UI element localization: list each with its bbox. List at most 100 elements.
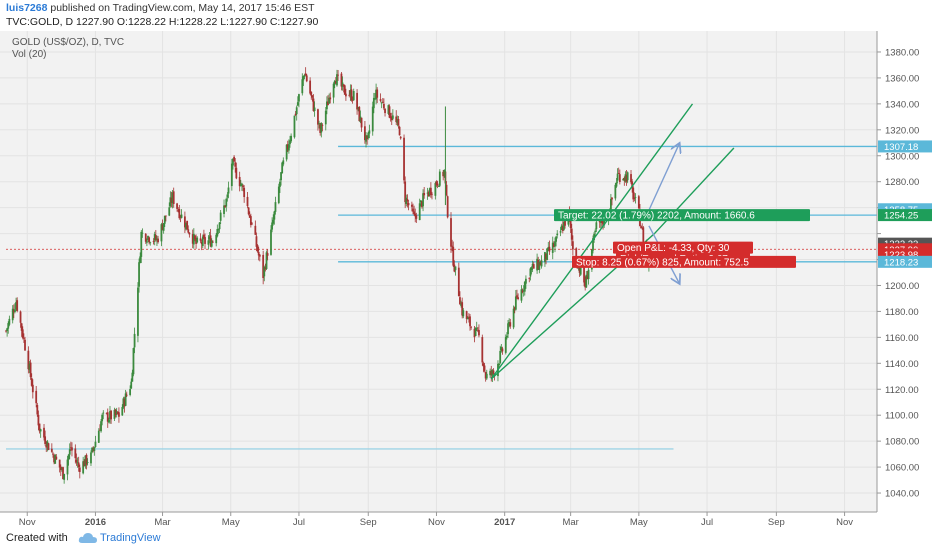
- candle-body: [114, 409, 117, 415]
- candle-body: [183, 216, 186, 228]
- candle-body: [421, 201, 423, 207]
- y-tick-label: 1100.00: [885, 411, 919, 422]
- candle-body: [168, 207, 171, 216]
- candle-body: [476, 329, 479, 331]
- candle-body: [263, 266, 266, 277]
- candle-body: [446, 196, 449, 218]
- target-label-text: Target: 22.02 (1.79%) 2202, Amount: 1660…: [558, 211, 755, 222]
- candle-body: [35, 390, 38, 404]
- candle-body: [129, 389, 132, 395]
- y-tick-label: 1160.00: [885, 333, 919, 344]
- footer: Created with TradingView: [0, 527, 932, 550]
- candle-body: [559, 231, 562, 233]
- candle-body: [246, 196, 249, 207]
- author-link[interactable]: luis7268: [6, 2, 48, 14]
- candle-body: [201, 236, 204, 247]
- candle-body: [351, 99, 354, 101]
- candle-body: [93, 447, 96, 451]
- time-axis[interactable]: Nov 2016 Mar May Jul Sep Nov 2017 Mar May Jul Sep No…: [19, 512, 853, 527]
- y-tick-label: 1200.00: [885, 281, 919, 292]
- candle-body: [391, 115, 394, 119]
- candle-body: [180, 214, 183, 218]
- candle-body: [208, 236, 211, 240]
- candle-body: [396, 120, 399, 123]
- x-tick-label: Nov: [836, 517, 853, 527]
- candle-body: [43, 427, 45, 438]
- candle-body: [348, 94, 351, 96]
- candle-body: [513, 307, 516, 310]
- candle-body: [152, 241, 155, 242]
- candle-body: [616, 173, 619, 181]
- candle-body: [431, 193, 433, 195]
- candle-body: [498, 363, 500, 366]
- y-tick-label: 1340.00: [885, 99, 919, 110]
- y-tick-label: 1120.00: [885, 385, 919, 396]
- candle-body: [569, 220, 572, 228]
- candle-body: [68, 449, 71, 455]
- candle-body: [163, 215, 166, 224]
- price-label-text: 1307.18: [884, 142, 918, 153]
- candle-body: [529, 268, 532, 277]
- candle-body: [376, 89, 379, 98]
- candle-body: [360, 117, 363, 128]
- price-axis[interactable]: 1040.00 1060.00 1080.00 1100.00 1120.00 1140.…: [877, 47, 919, 500]
- candle-body: [319, 124, 322, 133]
- publish-line: luis7268 published on TradingView.com, M…: [6, 2, 315, 15]
- x-tick-label: Mar: [562, 517, 578, 527]
- candle-body: [304, 73, 307, 76]
- tradingview-cloud-icon: [78, 533, 97, 543]
- candle-body: [153, 234, 156, 241]
- candle-body: [100, 421, 102, 432]
- candle-body: [539, 262, 542, 266]
- candle-body: [37, 414, 40, 426]
- candle-body: [21, 329, 24, 338]
- candle-body: [489, 370, 492, 376]
- candle-body: [53, 455, 55, 463]
- candle-body: [154, 235, 157, 241]
- candle-body: [302, 76, 305, 81]
- candle-body: [115, 411, 118, 415]
- candle-body: [442, 171, 445, 177]
- candle-body: [633, 197, 636, 200]
- candle-body: [452, 246, 455, 266]
- candle-body: [204, 237, 206, 244]
- target-label: Target: 22.02 (1.79%) 2202, Amount: 1660…: [554, 209, 810, 222]
- candle-body: [211, 241, 214, 243]
- price-label-text: 1223.98: [884, 250, 918, 261]
- candle-body: [435, 181, 438, 186]
- candle-body: [414, 213, 417, 217]
- candle-body: [509, 322, 512, 327]
- candle-body: [587, 269, 590, 280]
- candle-body: [19, 311, 22, 323]
- candle-body: [138, 262, 140, 287]
- candle-body: [50, 448, 53, 452]
- candle-body: [615, 182, 618, 187]
- candle-body: [106, 412, 109, 422]
- candle-body: [333, 80, 336, 85]
- candle-body: [492, 370, 495, 374]
- candle-body: [623, 177, 626, 180]
- tradingview-brand[interactable]: TradingView: [100, 532, 161, 544]
- candle-body: [271, 222, 274, 230]
- candle-body: [484, 372, 487, 379]
- y-tick-label: 1040.00: [885, 489, 919, 500]
- candle-body: [584, 281, 587, 288]
- candle-body: [517, 297, 519, 300]
- candle-body: [272, 219, 275, 224]
- candle-body: [428, 188, 431, 195]
- candle-body: [602, 221, 604, 225]
- candle-body: [296, 102, 299, 106]
- x-tick-label: Jul: [701, 517, 713, 527]
- candle-body: [54, 455, 57, 464]
- position-annotations[interactable]: Target: 22.02 (1.79%) 2202, Amount: 1660…: [554, 209, 810, 268]
- candle-body: [311, 95, 314, 98]
- candle-body: [122, 398, 125, 408]
- price-label-text: 1254.25: [884, 211, 918, 222]
- price-chart[interactable]: Target: 22.02 (1.79%) 2202, Amount: 1660…: [0, 31, 932, 527]
- candle-body: [467, 317, 470, 319]
- candle-body: [69, 447, 72, 449]
- candle-body: [110, 410, 113, 420]
- candle-body: [389, 116, 392, 119]
- candle-body: [598, 220, 601, 223]
- candle-body: [429, 187, 432, 196]
